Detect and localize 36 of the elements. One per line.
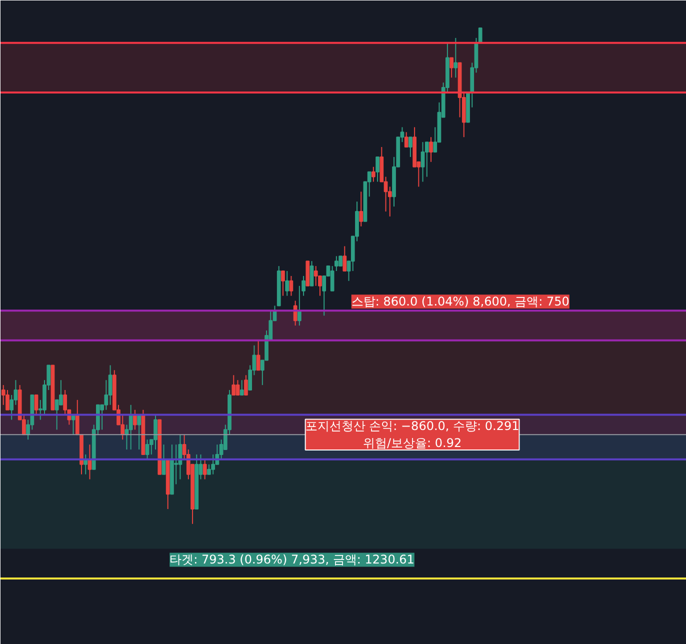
candlestick [289,275,294,296]
candlestick [334,256,338,272]
candlestick [281,270,285,296]
candlestick [154,414,158,450]
candlestick [338,256,342,267]
candlestick [454,37,458,78]
candlestick [128,404,133,450]
candlestick [342,246,347,272]
candlestick [34,394,38,416]
candlestick [424,142,429,178]
candlestick [478,28,482,44]
candlestick [310,260,314,286]
candlestick [285,270,290,296]
candlestick [376,156,380,182]
candlestick [178,434,182,480]
candlestick [240,380,244,396]
candlestick [420,142,425,182]
band-label: 스탑: 860.0 (1.04%) 8,600, 금액: 750 [351,294,570,309]
candlestick [256,340,260,371]
candlestick [145,439,150,460]
candlestick [450,57,454,78]
candlestick [371,166,376,182]
candlestick [232,374,236,396]
candlestick [108,364,112,406]
band-label: 타겟: 793.3 (0.96%) 7,933, 금액: 1230.61 [170,552,414,567]
candlestick [211,454,216,475]
candlestick [244,374,248,396]
candlestick [75,399,80,436]
candlestick [429,136,433,162]
candlestick [202,458,207,480]
candlestick [314,266,318,286]
candlestick [359,191,364,227]
candlestick [236,380,240,396]
annotation: 포지선청산 손익: −860.0, 수량: 0.291 위험/보상율: 0.92 [305,419,520,450]
candlestick [404,132,408,148]
candlestick [408,136,412,158]
